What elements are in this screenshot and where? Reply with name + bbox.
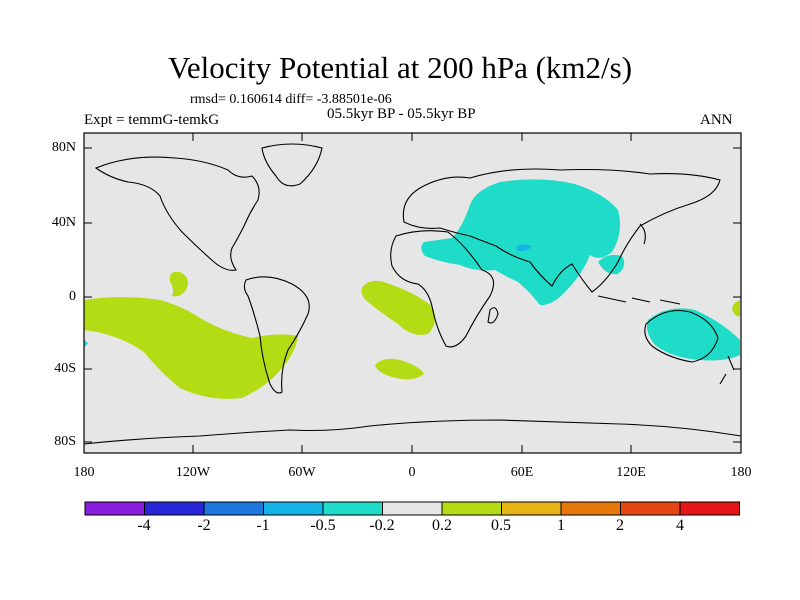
lon-label-180e: 180 [730, 465, 752, 480]
lat-label-0: 0 [69, 289, 76, 304]
region-south-atlantic-positive [375, 358, 424, 380]
lat-label-40s: 40S [54, 361, 76, 376]
coast-antarctica [83, 419, 742, 445]
colorbar-box [620, 501, 681, 516]
region-eurasia-negative [421, 179, 620, 306]
region-pacific-positive [84, 297, 298, 399]
colorbar-label: -1 [256, 517, 270, 534]
coast-japan [639, 223, 646, 245]
season-label: ANN [700, 112, 733, 128]
lon-label-120w: 120W [175, 465, 211, 480]
experiment-label: Expt = temmG-temkG [84, 112, 220, 128]
coast-australia [644, 309, 719, 363]
lon-label-180w: 180 [73, 465, 95, 480]
region-arabia-deep-negative [516, 244, 532, 252]
coast-indonesia [597, 295, 681, 305]
coast-new-zealand [719, 355, 735, 385]
colorbar-box [322, 501, 383, 516]
coastlines [83, 143, 742, 445]
coast-madagascar [487, 307, 499, 324]
colorbar-box [144, 501, 205, 516]
lon-label-120e: 120E [616, 465, 646, 480]
lat-label-80s: 80S [54, 434, 76, 449]
coast-north-america [94, 156, 260, 271]
colorbar [84, 501, 740, 516]
colorbar-box [263, 501, 324, 516]
map-background [84, 133, 741, 453]
colorbar-label: -4 [137, 517, 151, 534]
coast-eurasia [402, 168, 721, 293]
region-east-edge-positive [732, 300, 740, 317]
coast-greenland [261, 143, 323, 187]
lon-label-60w: 60W [288, 465, 316, 480]
colorbar-box [203, 501, 264, 516]
region-pacific-edge-negative [84, 340, 88, 348]
region-central-pacific-positive [169, 271, 188, 297]
colorbar-box [441, 501, 502, 516]
lon-label-0: 0 [408, 465, 416, 480]
region-atlantic-positive [361, 280, 436, 335]
coast-africa [390, 230, 495, 348]
lon-label-60e: 60E [510, 465, 534, 480]
region-australia-negative [646, 308, 740, 361]
colorbar-label: -0.2 [369, 517, 395, 534]
colorbar-box [84, 501, 145, 516]
colorbar-label: 0.2 [432, 517, 452, 534]
stats-text: rmsd= 0.160614 diff= -3.88501e-06 [190, 92, 392, 107]
colorbar-label: 2 [616, 517, 624, 534]
colorbar-box [560, 501, 621, 516]
period-text: 05.5kyr BP - 05.5kyr BP [327, 106, 476, 122]
colorbar-label: 0.5 [491, 517, 511, 534]
colorbar-label: 1 [557, 517, 565, 534]
lat-label-40n: 40N [51, 215, 76, 230]
lon-ticks [83, 133, 742, 453]
colorbar-box [501, 501, 562, 516]
colorbar-label: -2 [197, 517, 211, 534]
lat-ticks [84, 147, 741, 443]
region-china-coast-negative [598, 254, 625, 275]
colorbar-label: 4 [676, 517, 684, 534]
map-title: Velocity Potential at 200 hPa (km2/s) [167, 50, 633, 85]
colorbar-box [679, 501, 740, 516]
coast-south-america [243, 276, 310, 394]
colorbar-box [382, 501, 443, 516]
colorbar-label: -0.5 [310, 517, 336, 534]
lat-label-80n: 80N [51, 140, 76, 155]
